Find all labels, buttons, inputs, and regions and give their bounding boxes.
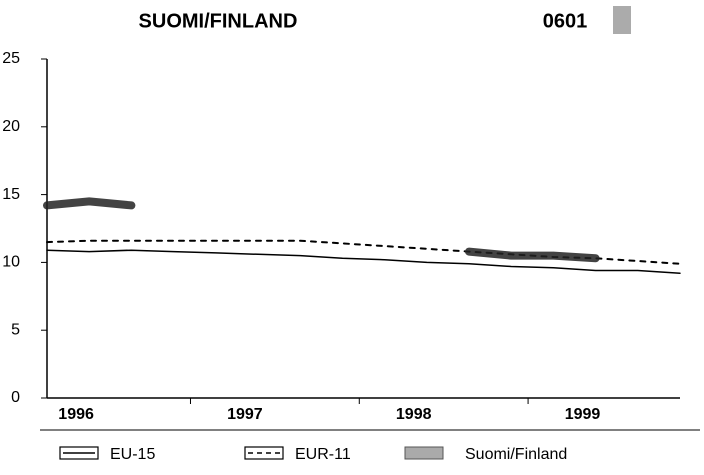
x-tick-label: 1997: [227, 406, 263, 423]
legend-swatch: [244, 446, 284, 460]
legend-label: EUR-11: [295, 446, 351, 463]
y-tick-label: 25: [2, 50, 20, 67]
chart-title: SUOMI/FINLAND: [139, 10, 298, 32]
x-tick-label: 1996: [58, 406, 94, 423]
y-tick-label: 10: [2, 254, 20, 271]
x-tick-label: 1998: [396, 406, 432, 423]
series-line: [46, 249, 681, 274]
legend-label: EU-15: [110, 446, 155, 463]
logo: [613, 6, 631, 34]
x-tick-label: 1999: [565, 406, 601, 423]
legend-swatch: [59, 446, 99, 460]
series-line: [43, 197, 600, 263]
y-tick-label: 5: [11, 321, 20, 338]
y-tick-label: 0: [11, 389, 20, 406]
chart-subtitle: 0601: [543, 10, 588, 32]
y-tick-label: 15: [2, 186, 20, 203]
legend-swatch: [404, 446, 444, 460]
y-tick-label: 20: [2, 118, 20, 135]
legend-label: Suomi/Finland: [465, 446, 567, 463]
